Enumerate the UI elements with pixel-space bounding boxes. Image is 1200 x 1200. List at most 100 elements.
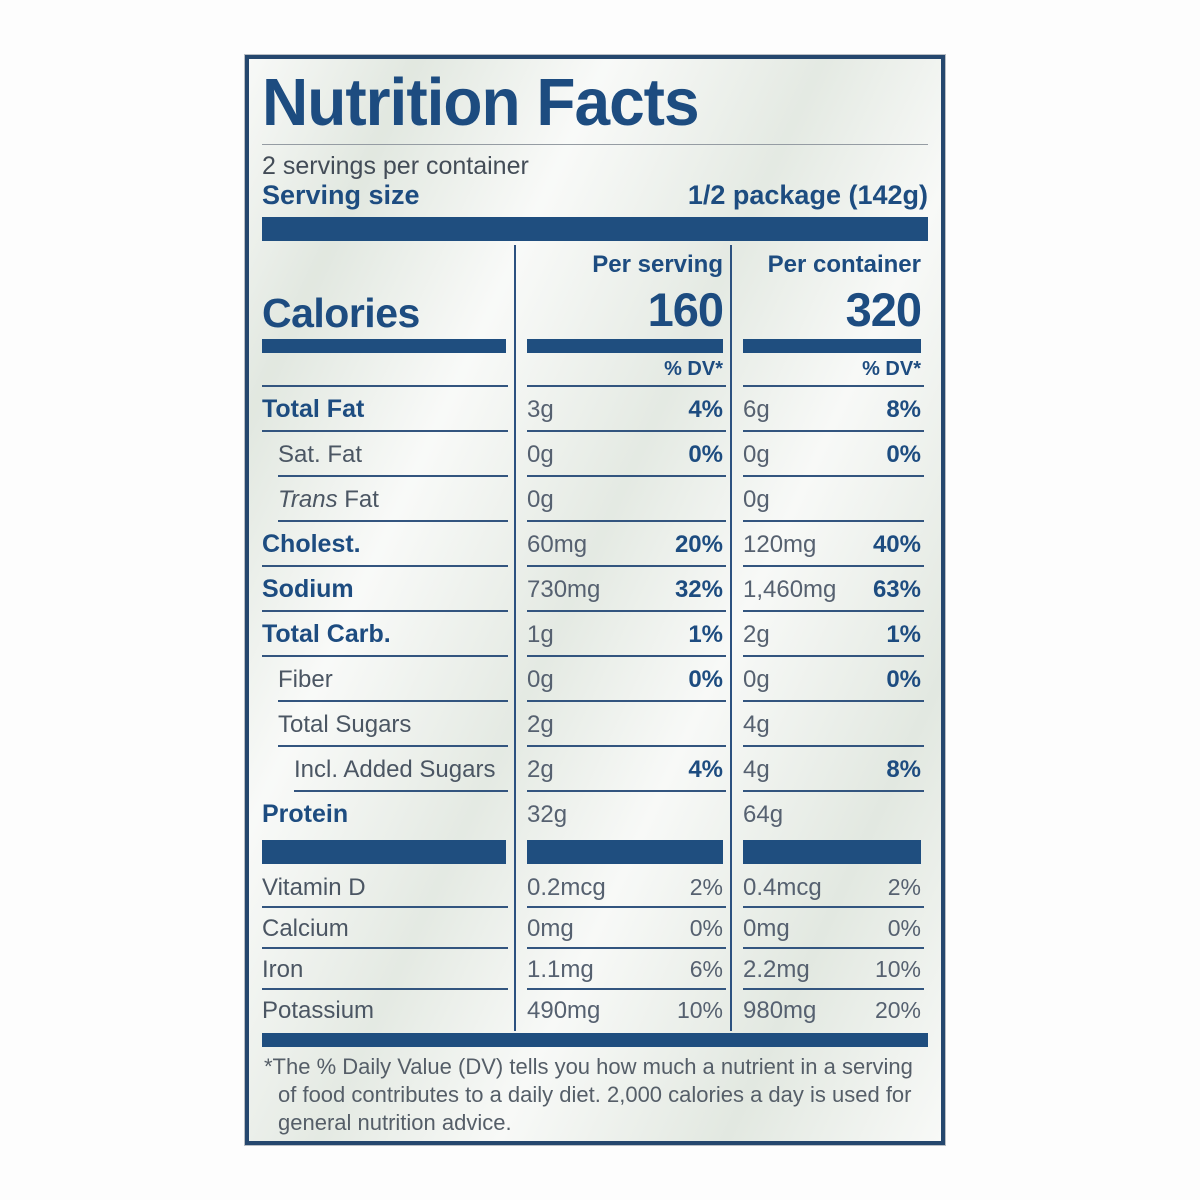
separator-bar-thick [262,217,928,241]
nutrient-name: Fiber [278,665,333,693]
row-calcium-serving: 0mg 0% [514,908,730,949]
amount: 490mg [527,996,601,1024]
row-total-carb-serving: 1g 1% [514,612,730,657]
nutrient-name: Fat [337,485,379,513]
calories-row-label: Calories [262,281,514,337]
daily-value-footnote: *The % Daily Value (DV) tells you how mu… [264,1054,913,1135]
row-sodium-name: Sodium [262,567,514,612]
dv-percent: 2% [689,874,723,900]
nutrient-name: Total Sugars [278,710,412,738]
blue-bar [527,840,723,864]
per-container-label: Per container [767,251,921,278]
protein-underbar-serving [514,837,730,867]
nutrient-name: Iron [262,955,304,983]
row-vitamin-d-container: 0.4mcg 2% [730,867,928,908]
dv-percent: 1% [886,620,921,648]
row-total-fat-container: 6g 8% [730,387,928,432]
amount: 1g [527,620,554,648]
calories-container-value: 320 [845,283,922,336]
header-per-container: Per container [730,245,928,281]
row-total-sugars-name: Total Sugars [262,702,514,747]
dv-header-label: % DV* [664,358,723,380]
amount: 0.2mcg [527,873,606,901]
dv-percent: 4% [688,395,723,423]
calories-label: Calories [262,290,420,336]
nutrient-name: Vitamin D [262,873,366,901]
dv-header-spacer [262,355,514,387]
amount: 4g [743,755,770,783]
dv-header-container: % DV* [730,355,928,387]
calories-underbar-serving [514,337,730,355]
serving-size-label: Serving size [262,180,420,210]
label-title: Nutrition Facts [262,64,700,140]
per-serving-label: Per serving [592,251,723,278]
row-total-fat-serving: 3g 4% [514,387,730,432]
amount: 0g [527,665,554,693]
dv-percent: 10% [874,956,921,982]
amount: 2.2mg [743,955,810,983]
row-total-sugars-serving: 2g [514,702,730,747]
row-protein-name: Protein [262,792,514,837]
dv-percent: 40% [872,530,921,558]
amount: 980mg [743,996,817,1024]
amount: 0mg [743,914,790,942]
dv-percent: 0% [689,915,723,941]
nutrient-name-italic: Trans [278,485,338,513]
dv-percent: 0% [688,665,723,693]
protein-underbar-container [730,837,928,867]
row-cholesterol-name: Cholest. [262,522,514,567]
servings-per-container: 2 servings per container [262,152,529,180]
dv-percent: 32% [674,575,723,603]
row-total-carb-container: 2g 1% [730,612,928,657]
amount: 1.1mg [527,955,594,983]
dv-percent: 6% [689,956,723,982]
row-fiber-serving: 0g 0% [514,657,730,702]
nutrient-name: Calcium [262,914,349,942]
row-potassium-container: 980mg 20% [730,990,928,1031]
nutrient-name: Sat. Fat [278,440,363,468]
calories-per-container: 320 [730,281,928,337]
blue-bar [743,840,921,864]
blue-bar [527,339,723,353]
amount: 2g [527,710,554,738]
header-spacer [262,245,514,281]
amount: 2g [527,755,554,783]
row-added-sugars-container: 4g 8% [730,747,928,792]
nutrition-facts-label: Nutrition Facts 2 servings per container… [244,54,946,1146]
amount: 0g [743,485,770,513]
dv-percent: 2% [887,874,921,900]
amount: 0g [743,665,770,693]
row-calcium-name: Calcium [262,908,514,949]
row-iron-name: Iron [262,949,514,990]
row-added-sugars-serving: 2g 4% [514,747,730,792]
amount: 64g [743,800,784,828]
row-cholesterol-container: 120mg 40% [730,522,928,567]
row-sat-fat-name: Sat. Fat [262,432,514,477]
amount: 6g [743,395,770,423]
row-potassium-name: Potassium [262,990,514,1031]
row-calcium-container: 0mg 0% [730,908,928,949]
amount: 1,460mg [743,575,837,603]
amount: 120mg [743,530,817,558]
row-fiber-name: Fiber [262,657,514,702]
nutrient-name: Cholest. [262,530,361,558]
amount: 3g [527,395,554,423]
row-protein-serving: 32g [514,792,730,837]
calories-serving-value: 160 [647,283,724,336]
nutrition-table: Per serving Per container Calories 160 3… [262,245,928,1031]
amount: 730mg [527,575,601,603]
dv-header-serving: % DV* [514,355,730,387]
separator-bar-bottom [262,1033,928,1047]
dv-percent: 0% [886,665,921,693]
dv-percent: 0% [887,915,921,941]
blue-bar [262,339,506,353]
amount: 2g [743,620,770,648]
row-total-sugars-container: 4g [730,702,928,747]
calories-underbar-left [262,337,514,355]
row-fiber-container: 0g 0% [730,657,928,702]
amount: 4g [743,710,770,738]
row-vitamin-d-serving: 0.2mcg 2% [514,867,730,908]
nutrient-name: Incl. Added Sugars [294,755,496,783]
dv-percent: 8% [886,395,921,423]
